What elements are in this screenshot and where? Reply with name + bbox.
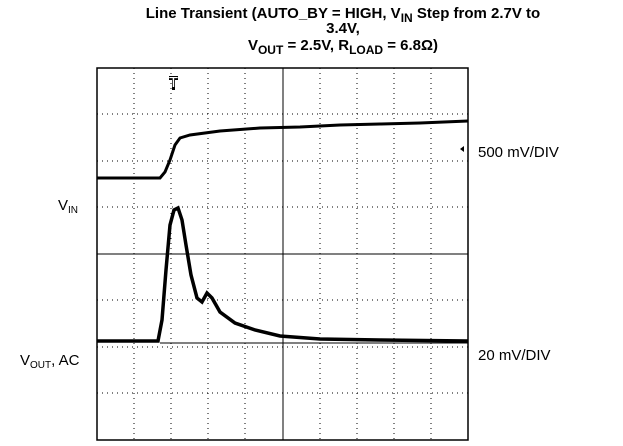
offset-marker [460, 146, 464, 152]
channel-scale: 500 mV/DIV [478, 144, 559, 161]
trigger-marker [169, 76, 178, 90]
scope-screen [96, 67, 469, 441]
trigger-label: T [169, 74, 178, 91]
title-line: 3.4V, [326, 20, 360, 37]
title-line: Line Transient (AUTO_BY = HIGH, VIN Step… [146, 5, 540, 25]
title-line: VOUT = 2.5V, RLOAD = 6.8Ω) [248, 37, 438, 57]
channel-scale: 20 mV/DIV [478, 347, 551, 364]
channel-label: VIN [58, 197, 78, 216]
vin-trace [97, 119, 469, 180]
vout-trace [97, 205, 469, 343]
channel-label: VOUT, AC [20, 352, 80, 371]
